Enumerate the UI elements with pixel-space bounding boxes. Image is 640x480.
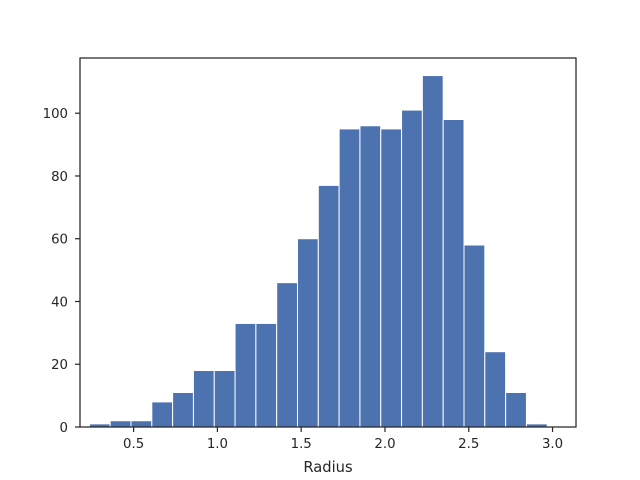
x-tick-label: 1.5	[291, 437, 312, 452]
y-tick-label: 0	[60, 421, 68, 436]
x-tick-label: 2.5	[458, 437, 479, 452]
x-tick-label: 2.0	[374, 437, 395, 452]
x-axis-ticks: 0.5 1.0 1.5 2.0 2.5 3.0	[123, 427, 563, 452]
histogram-bars	[88, 75, 548, 428]
histogram-bar	[297, 238, 319, 428]
histogram-bar	[192, 370, 215, 428]
histogram-bar	[338, 128, 361, 428]
x-tick-label: 1.0	[207, 437, 228, 452]
y-tick-label: 60	[51, 233, 68, 248]
histogram-bar	[463, 244, 486, 428]
histogram-bar	[213, 370, 236, 428]
y-tick-label: 40	[51, 295, 68, 310]
histogram-bar	[151, 401, 174, 428]
histogram-bar	[401, 109, 423, 428]
x-axis-label: Radius	[303, 459, 352, 476]
histogram-bar	[109, 420, 132, 428]
histogram-bar	[276, 282, 299, 428]
plot-frame	[79, 57, 577, 428]
histogram-bar	[234, 322, 257, 428]
histogram-bar	[359, 125, 382, 428]
y-tick-label: 80	[51, 170, 68, 185]
histogram-bar	[505, 391, 527, 428]
histogram-bar	[421, 75, 444, 428]
histogram-bar	[380, 128, 403, 428]
y-tick-label: 20	[51, 358, 68, 373]
histogram-bar	[317, 184, 340, 428]
histogram-bar	[255, 322, 278, 428]
y-axis-ticks: 0 20 40 60 80 100	[43, 107, 80, 436]
histogram-bar	[130, 420, 153, 428]
y-tick-label: 100	[43, 107, 68, 122]
x-tick-label: 3.0	[542, 437, 563, 452]
histogram-bar	[484, 351, 507, 428]
histogram-bar	[442, 119, 465, 428]
x-tick-label: 0.5	[123, 437, 144, 452]
histogram-bar	[172, 391, 194, 428]
